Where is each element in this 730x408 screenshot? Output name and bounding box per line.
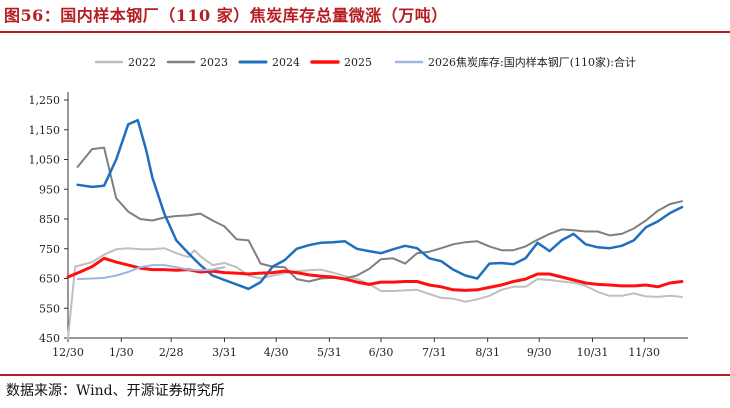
legend-label-4: 2025 — [344, 56, 372, 69]
series-line-1 — [67, 247, 683, 339]
series-line-4 — [66, 256, 684, 292]
x-tick-label: 4/30 — [264, 346, 289, 359]
y-tick-label: 750 — [39, 243, 60, 256]
y-tick-label: 950 — [39, 183, 60, 196]
x-tick-label: 2/28 — [159, 346, 184, 359]
chart-legend: 2022 2023 2024 2025 2026焦炭库存:国内样本钢厂(110家):合计 — [94, 55, 636, 69]
series-line-3 — [76, 118, 684, 291]
x-tick-label: 3/31 — [212, 346, 237, 359]
x-tick-label: 11/30 — [628, 346, 660, 359]
y-tick-label: 1,250 — [29, 94, 61, 107]
title-rule — [0, 31, 730, 33]
y-tick-label: 550 — [39, 302, 60, 315]
x-tick-label: 12/30 — [52, 346, 84, 359]
source-note: 数据来源：Wind、开源证券研究所 — [6, 383, 225, 399]
series-layer — [66, 118, 684, 339]
x-tick-label: 9/30 — [527, 346, 552, 359]
legend-label-2: 2023 — [200, 56, 228, 69]
y-tick-label: 450 — [39, 332, 60, 345]
y-tick-label: 650 — [39, 273, 60, 286]
series-line-5 — [76, 264, 226, 281]
x-tick-label: 6/30 — [369, 346, 394, 359]
source-rule — [0, 374, 730, 376]
y-tick-label: 1,150 — [29, 124, 61, 137]
figure-title: 图56：国内样本钢厂（110 家）焦炭库存总量微涨（万吨） — [4, 6, 448, 25]
x-tick-label: 10/31 — [577, 346, 609, 359]
x-axis: 12/30 1/30 2/28 3/31 4/30 5/31 6/30 7/31 8/31 9/3… — [52, 337, 688, 359]
series-line-2 — [76, 146, 683, 283]
x-tick-label: 8/31 — [475, 346, 500, 359]
y-tick-label: 1,050 — [29, 154, 61, 167]
x-tick-label: 1/30 — [109, 346, 134, 359]
x-tick-label: 5/31 — [317, 346, 342, 359]
legend-label-3: 2024 — [272, 56, 300, 69]
y-tick-label: 850 — [39, 213, 60, 226]
legend-label-5: 2026焦炭库存:国内样本钢厂(110家):合计 — [428, 55, 636, 69]
line-chart: 2022 2023 2024 2025 2026焦炭库存:国内样本钢厂(110家):合计… — [29, 55, 688, 359]
y-axis: 450 550 650 750 850 950 1,050 1,150 1,250 — [29, 92, 69, 345]
x-tick-label: 7/31 — [422, 346, 447, 359]
legend-label-1: 2022 — [128, 56, 156, 69]
